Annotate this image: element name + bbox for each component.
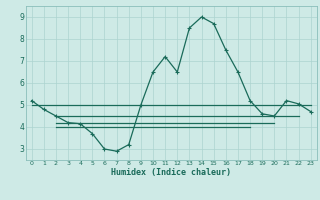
X-axis label: Humidex (Indice chaleur): Humidex (Indice chaleur) <box>111 168 231 177</box>
